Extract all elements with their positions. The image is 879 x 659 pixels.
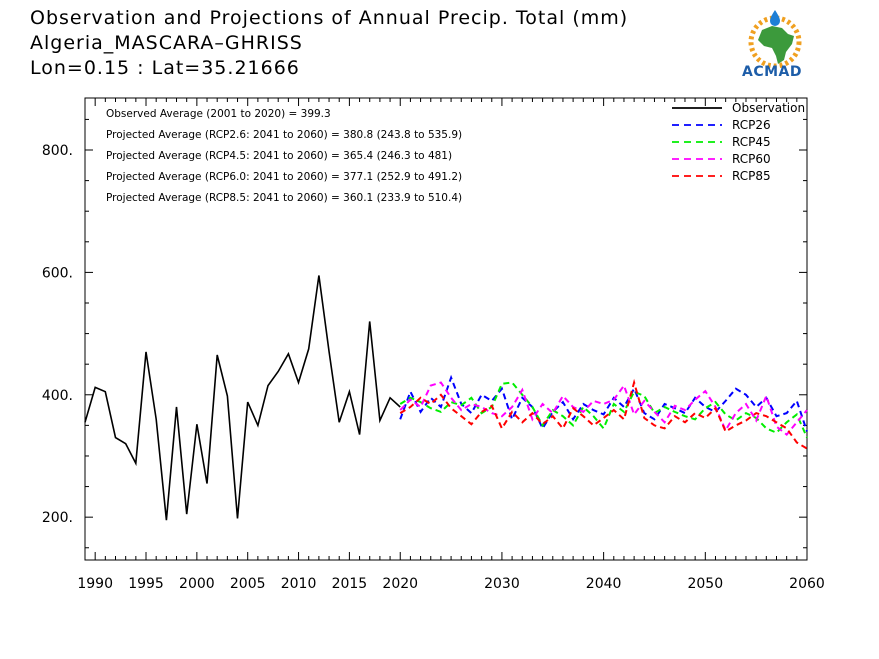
legend-label-rcp85: RCP85 — [732, 169, 771, 183]
y-tick-label: 200. — [42, 510, 73, 526]
stats-line: Projected Average (RCP6.0: 2041 to 2060)… — [106, 171, 462, 183]
water-drop-icon — [770, 10, 780, 26]
africa-map-icon — [758, 26, 794, 64]
stats-line: Projected Average (RCP2.6: 2041 to 2060)… — [106, 129, 462, 141]
x-tick-label: 1995 — [128, 576, 164, 592]
x-tick-label: 2040 — [586, 576, 622, 592]
stats-line: Observed Average (2001 to 2020) = 399.3 — [106, 108, 331, 120]
x-tick-label: 2060 — [789, 576, 825, 592]
location-coordinates: Lon=0.15 : Lat=35.21666 — [30, 57, 300, 79]
acmad-logo-text: ACMAD — [742, 64, 802, 80]
acmad-logo-icon — [748, 10, 802, 69]
sun-rays-icon — [748, 15, 802, 69]
x-tick-label: 2000 — [179, 576, 215, 592]
series-line-rcp45 — [399, 381, 808, 439]
x-tick-label: 2020 — [382, 576, 418, 592]
plot-frame — [84, 97, 808, 561]
chart-title: Observation and Projections of Annual Pr… — [30, 7, 629, 29]
y-tick-label: 400. — [42, 388, 73, 404]
legend-label-rcp26: RCP26 — [732, 118, 771, 132]
x-tick-label: 2010 — [281, 576, 317, 592]
x-tick-label: 2050 — [687, 576, 723, 592]
series-line-observation — [84, 275, 401, 521]
location-name: Algeria_MASCARA–GHRISS — [30, 32, 303, 54]
x-tick-label: 2005 — [230, 576, 266, 592]
stats-line: Projected Average (RCP8.5: 2041 to 2060)… — [106, 192, 462, 204]
series-line-rcp85 — [399, 378, 808, 450]
x-tick-label: 1990 — [77, 576, 113, 592]
legend-label-rcp60: RCP60 — [732, 152, 771, 166]
y-tick-label: 800. — [42, 143, 73, 159]
series-line-rcp60 — [399, 381, 808, 436]
x-tick-label: 2015 — [332, 576, 368, 592]
legend-label-rcp45: RCP45 — [732, 135, 771, 149]
x-tick-label: 2030 — [484, 576, 520, 592]
series-line-rcp26 — [399, 374, 808, 432]
stats-line: Projected Average (RCP4.5: 2041 to 2060)… — [106, 150, 452, 162]
legend-label-observation: Observation — [732, 101, 805, 115]
y-tick-label: 600. — [42, 265, 73, 281]
